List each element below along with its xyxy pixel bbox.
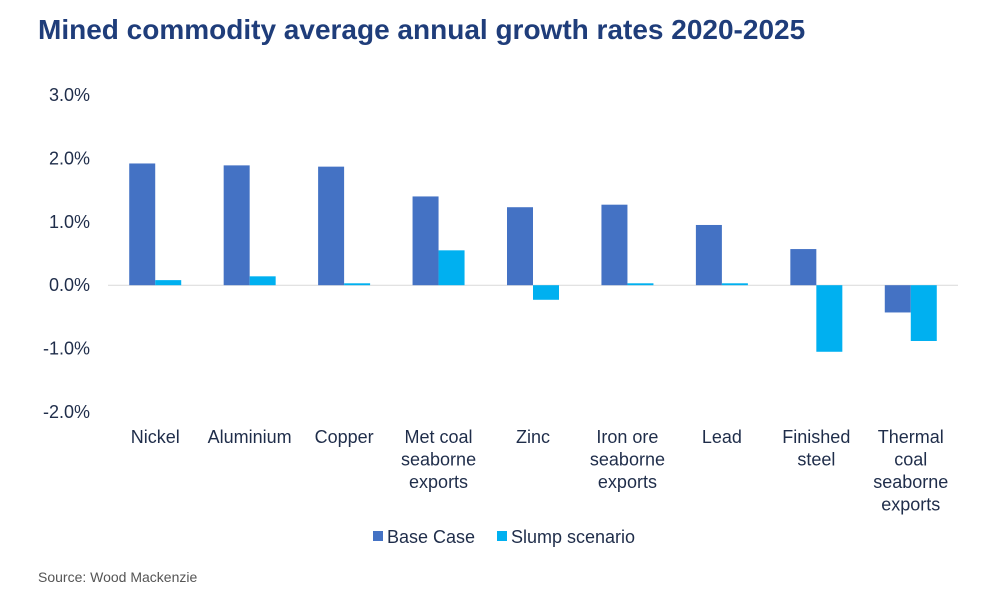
y-tick-label: 0.0% (49, 275, 90, 295)
bar-base-case (318, 166, 345, 286)
bar-slump-scenario (533, 285, 559, 300)
category-label-line: Aluminium (208, 427, 292, 447)
category-label: Thermal coal seaborne exports (873, 427, 948, 515)
y-tick-label: 1.0% (49, 212, 90, 232)
category-label: Met coal seaborne exports (401, 427, 476, 492)
legend-swatch-base-case (373, 531, 383, 541)
bar-base-case (790, 249, 817, 286)
category-label-line: Met coal (405, 427, 473, 447)
category-label-line: seaborne (590, 450, 665, 470)
bar-slump-scenario (344, 283, 371, 286)
category-label-line: Zinc (516, 427, 550, 447)
bar-base-case (223, 165, 250, 286)
legend-swatch-slump-scenario (497, 531, 507, 541)
bar-slump-scenario (910, 285, 937, 341)
category-label-line: Finished (782, 427, 850, 447)
category-label-line: exports (881, 495, 940, 515)
bar-slump-scenario (816, 285, 843, 352)
category-label-line: steel (797, 450, 835, 470)
bar-slump-scenario (249, 276, 276, 286)
category-label: Lead (702, 427, 742, 447)
category-label: Nickel (131, 427, 180, 447)
category-label-line: Nickel (131, 427, 180, 447)
category-label: Aluminium (208, 427, 292, 447)
bar-base-case (507, 207, 533, 286)
x-axis-labels: Nickel Aluminium Copper Met coal seaborne exp… (131, 427, 949, 515)
chart-title: Mined commodity average annual growth ra… (38, 14, 806, 45)
category-label-line: Thermal (878, 427, 944, 447)
bar-base-case (695, 224, 722, 286)
category-label-line: exports (409, 472, 468, 492)
y-axis: 3.0% 2.0% 1.0% 0.0% -1.0% -2.0% (43, 85, 90, 422)
bar-slump-scenario (438, 250, 465, 286)
category-label: Zinc (516, 427, 550, 447)
category-label-line: Iron ore (596, 427, 658, 447)
y-tick-label: -1.0% (43, 339, 90, 359)
bar-base-case (601, 204, 628, 286)
category-label: Copper (315, 427, 374, 447)
legend-label-slump-scenario: Slump scenario (511, 527, 635, 547)
y-tick-label: 3.0% (49, 85, 90, 105)
category-label-line: Copper (315, 427, 374, 447)
bars (129, 163, 937, 352)
legend-label-base-case: Base Case (387, 527, 475, 547)
y-tick-label: 2.0% (49, 148, 90, 168)
category-label-line: exports (598, 472, 657, 492)
bar-slump-scenario (721, 283, 748, 286)
category-label-line: coal (894, 450, 927, 470)
category-label: Iron ore seaborne exports (590, 427, 665, 492)
category-label: Finished steel (782, 427, 850, 470)
category-label-line: Lead (702, 427, 742, 447)
legend: Base Case Slump scenario (373, 527, 635, 547)
bar-base-case (129, 163, 156, 286)
bar-base-case (412, 196, 439, 286)
y-tick-label: -2.0% (43, 402, 90, 422)
category-label-line: seaborne (873, 472, 948, 492)
bar-base-case (884, 285, 911, 313)
bar-slump-scenario (155, 280, 182, 286)
bar-slump-scenario (627, 283, 654, 286)
source-note: Source: Wood Mackenzie (38, 569, 198, 585)
category-label-line: seaborne (401, 450, 476, 470)
